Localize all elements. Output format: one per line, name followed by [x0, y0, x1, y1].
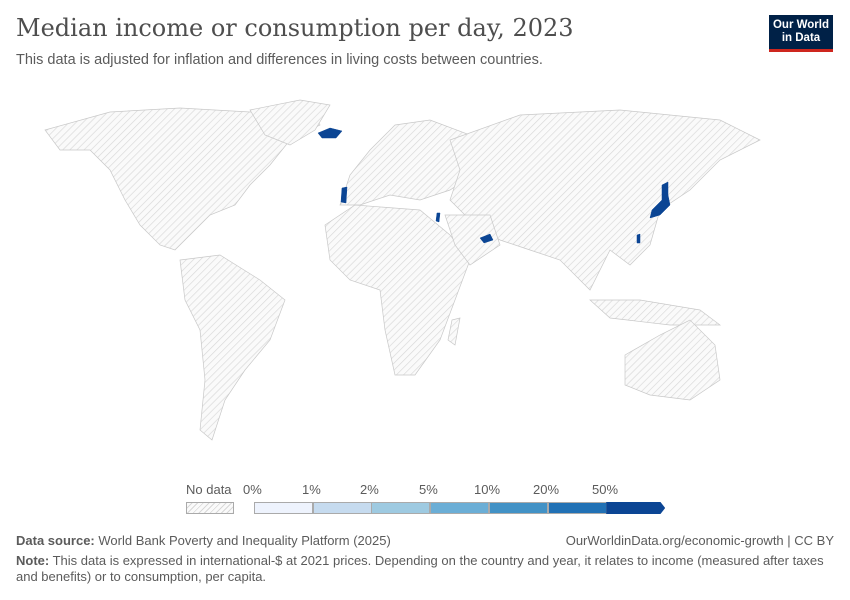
- legend-tick: 0%: [243, 482, 262, 497]
- legend-bin-3[interactable]: [430, 502, 490, 514]
- chart-subtitle: This data is adjusted for inflation and …: [16, 52, 543, 68]
- madagascar[interactable]: [447, 317, 461, 346]
- iceland[interactable]: [317, 127, 343, 139]
- legend-bin-5[interactable]: [547, 502, 607, 514]
- owid-logo[interactable]: Our World in Data: [769, 15, 833, 52]
- japan[interactable]: [649, 181, 671, 219]
- legend-tick: 2%: [360, 482, 379, 497]
- australia[interactable]: [624, 319, 721, 401]
- legend-bin-2[interactable]: [371, 502, 431, 514]
- legend-bin-0[interactable]: [254, 502, 313, 514]
- arabia[interactable]: [444, 214, 501, 266]
- indonesia[interactable]: [589, 299, 722, 326]
- africa[interactable]: [324, 204, 471, 376]
- legend: No data 0% 1% 2% 5% 10% 20% 50%: [0, 480, 850, 520]
- legend-bin-4[interactable]: [488, 502, 548, 514]
- uae[interactable]: [479, 233, 494, 244]
- world-map: [44, 99, 761, 441]
- legend-tick: 10%: [474, 482, 501, 497]
- legend-tick: 20%: [533, 482, 560, 497]
- south-america[interactable]: [179, 254, 286, 441]
- israel[interactable]: [435, 212, 441, 223]
- chart-title: Median income or consumption per day, 20…: [16, 14, 574, 42]
- legend-tick: 50%: [592, 482, 619, 497]
- legend-tick: 5%: [419, 482, 438, 497]
- source-url-link[interactable]: OurWorldinData.org/economic-growth | CC …: [565, 533, 834, 548]
- legend-bin-1[interactable]: [312, 502, 372, 514]
- legend-no-data-swatch: [186, 502, 234, 514]
- asia[interactable]: [449, 109, 761, 291]
- legend-no-data-label: No data: [186, 482, 232, 497]
- portugal[interactable]: [340, 186, 348, 204]
- legend-tick: 1%: [302, 482, 321, 497]
- note: Note: This data is expressed in internat…: [16, 553, 824, 584]
- greenland[interactable]: [249, 99, 331, 146]
- data-source: Data source: World Bank Poverty and Ineq…: [16, 533, 391, 548]
- taiwan[interactable]: [636, 233, 641, 244]
- legend-bin-6[interactable]: [606, 502, 666, 514]
